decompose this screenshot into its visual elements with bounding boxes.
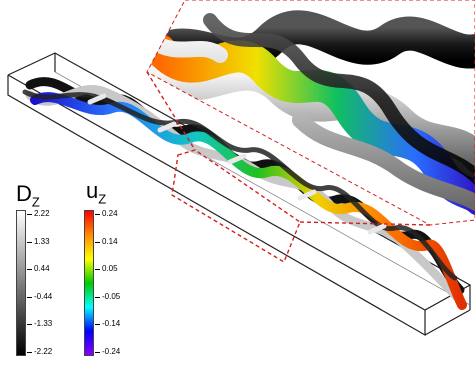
colorbar-dz bbox=[16, 210, 26, 356]
colorbar-uz-title: uZ bbox=[86, 178, 107, 207]
colorbar-dz-tick-label: -2.22 bbox=[26, 347, 53, 356]
colorbar-uz-tick-label: -0.05 bbox=[94, 291, 121, 301]
colorbar-dz-tick-label: -0.44 bbox=[26, 291, 53, 301]
colorbar-uz-tick-label: -0.24 bbox=[94, 347, 121, 356]
colorbar-uz-tick-label: -0.14 bbox=[94, 319, 121, 329]
colorbar-uz-tick-label: 0.24 bbox=[95, 209, 118, 218]
zoom-region-outline bbox=[146, 71, 431, 264]
colorbar-dz-tick-label: 2.22 bbox=[27, 209, 50, 218]
colorbar-uz bbox=[84, 210, 94, 356]
colorbar-dz-tick-label: -1.33 bbox=[26, 319, 53, 329]
helix-strands bbox=[22, 77, 467, 310]
colorbar-uz-tick-label: 0.05 bbox=[95, 264, 118, 274]
colorbar-uz-tick-label: 0.14 bbox=[95, 236, 118, 246]
colorbar-dz-tick-label: 1.33 bbox=[27, 236, 50, 246]
colorbar-dz-title: DZ bbox=[16, 181, 40, 210]
colorbar-dz-tick-label: 0.44 bbox=[27, 264, 50, 274]
zoom-inset-border bbox=[146, 0, 475, 226]
